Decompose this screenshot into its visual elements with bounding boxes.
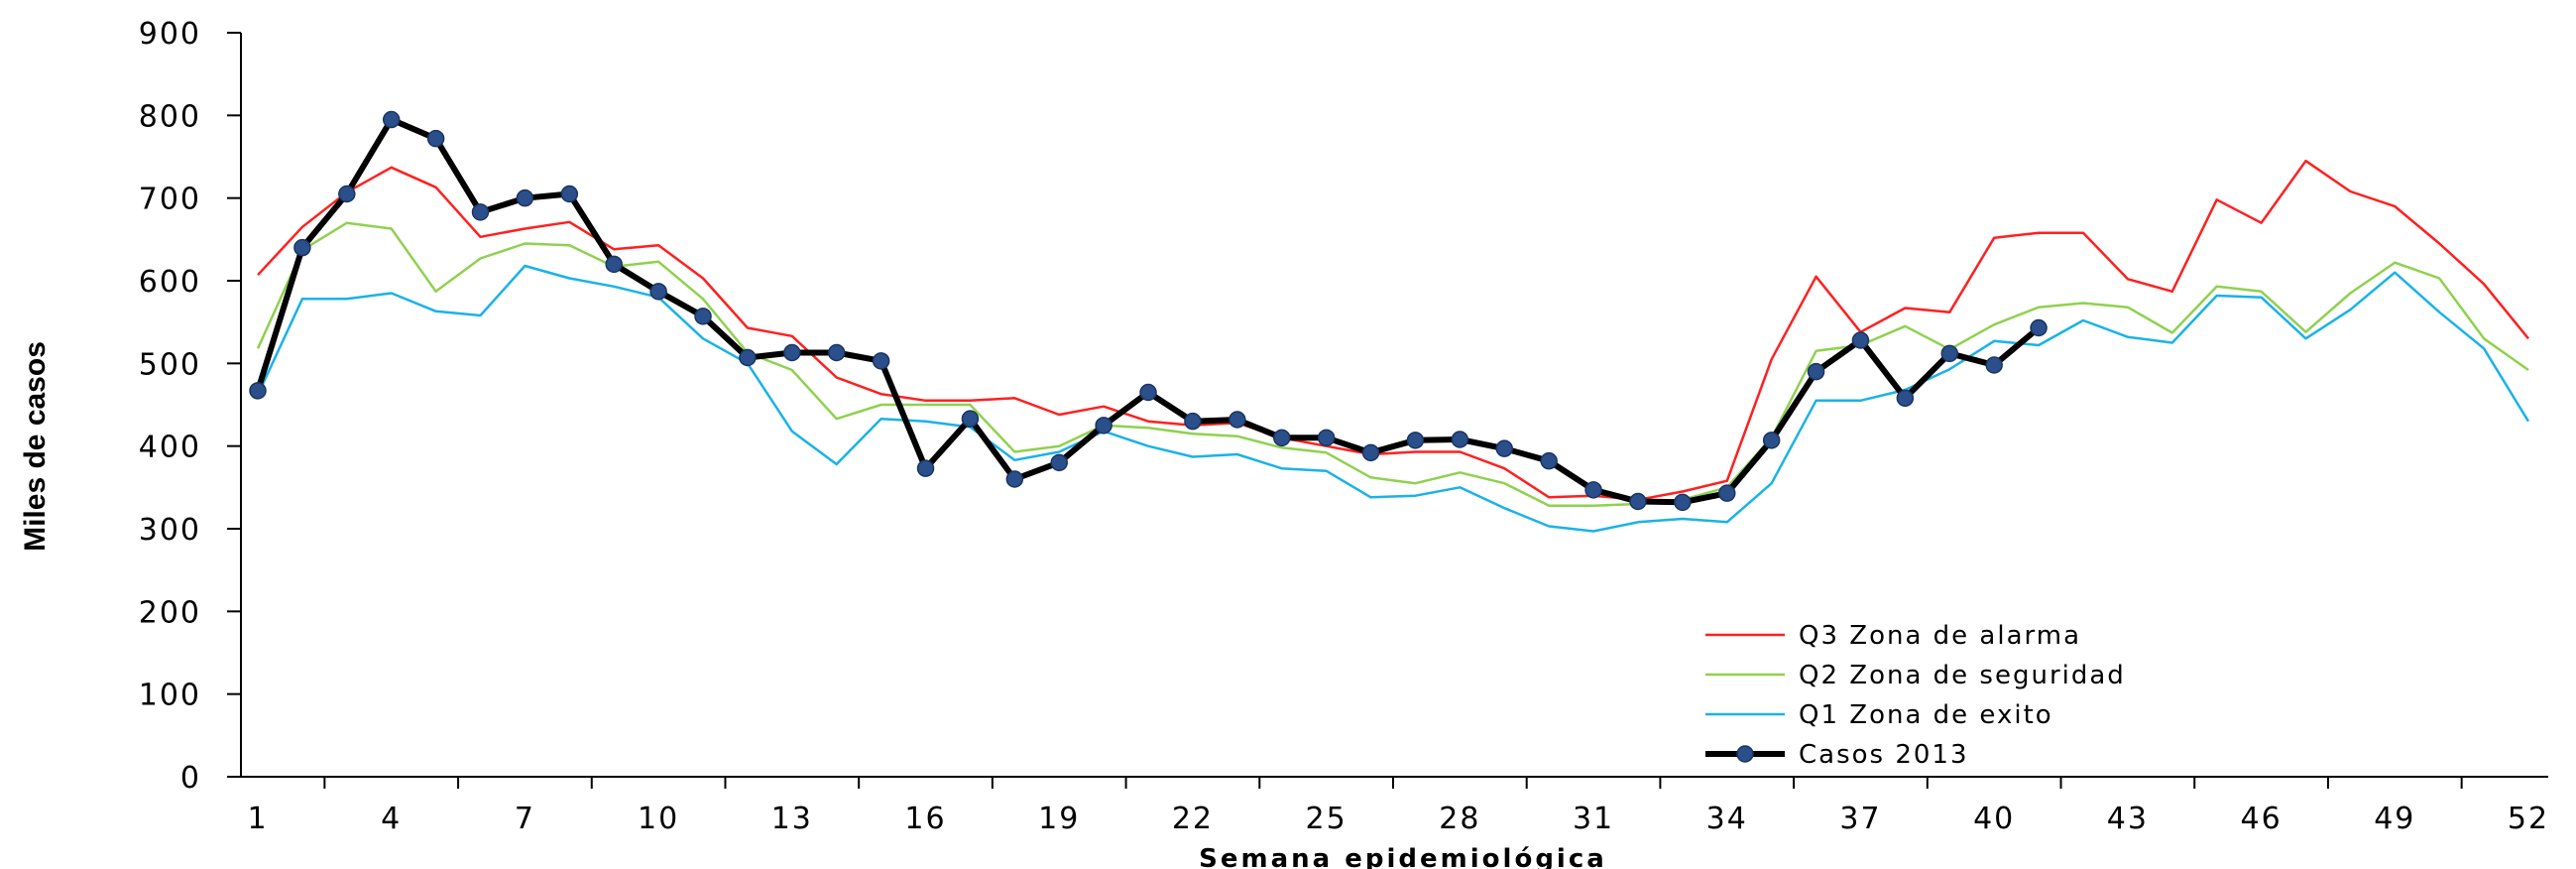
series-lines [249, 110, 2530, 533]
legend-label: Q3 Zona de alarma [1799, 621, 2081, 651]
data-point [694, 308, 712, 325]
x-tick-label: 46 [2240, 802, 2282, 836]
data-point [1451, 431, 1469, 448]
series-line-2 [256, 221, 2529, 507]
y-axis-ticks: 0 100 200 300 400 500 600 700 800 900 [139, 17, 241, 796]
x-tick-label: 22 [1172, 802, 1214, 836]
x-tick-label: 4 [381, 802, 402, 836]
data-point [1184, 412, 1202, 431]
x-tick-label: 10 [638, 802, 679, 836]
data-point [1674, 493, 1692, 512]
x-tick-label: 16 [904, 802, 946, 836]
data-point [1050, 453, 1068, 472]
data-point [382, 110, 401, 129]
y-tick-label: 0 [180, 761, 201, 796]
x-tick-label: 1 [247, 802, 268, 836]
data-point [1584, 481, 1602, 499]
y-tick-label: 100 [139, 679, 201, 713]
y-tick-label: 900 [139, 17, 201, 52]
data-point [1540, 451, 1558, 470]
y-tick-label: 500 [139, 347, 201, 382]
x-tick-label: 31 [1573, 802, 1614, 836]
x-tick-label: 49 [2374, 802, 2415, 836]
x-tick-label: 13 [771, 802, 813, 836]
x-tick-label: 19 [1038, 802, 1080, 836]
legend-label: Q2 Zona de seguridad [1799, 661, 2126, 690]
x-tick-label: 25 [1306, 802, 1347, 836]
data-point [872, 352, 890, 370]
data-point [1629, 492, 1647, 511]
data-point [961, 410, 980, 428]
axes [240, 33, 2548, 778]
data-point [426, 129, 445, 148]
x-tick-label: 40 [1973, 802, 2015, 836]
data-point [1406, 432, 1425, 449]
legend: Q3 Zona de alarma Q2 Zona de seguridad Q1 … [1705, 621, 2126, 770]
data-point [249, 382, 267, 400]
y-tick-label: 200 [139, 595, 201, 630]
data-point [1896, 389, 1915, 408]
data-point [1361, 443, 1380, 462]
x-tick-label: 37 [1839, 802, 1881, 836]
data-point [783, 343, 801, 362]
x-axis-ticks: 1 4 7 10 13 16 19 22 25 28 31 34 37 40 43 46 49 52 [247, 777, 2549, 836]
data-point [916, 459, 935, 477]
data-point [1762, 432, 1781, 449]
x-tick-label: 34 [1706, 802, 1748, 836]
x-tick-label: 7 [515, 802, 535, 836]
x-axis-label: Semana epidemiológica [1199, 844, 1607, 869]
data-point [739, 348, 757, 367]
data-point [1139, 383, 1157, 402]
x-tick-label: 28 [1439, 802, 1480, 836]
data-point [1940, 344, 1959, 363]
x-tick-label: 43 [2107, 802, 2149, 836]
data-point [1272, 429, 1291, 447]
y-tick-label: 400 [139, 431, 201, 465]
data-point [516, 188, 534, 207]
data-point [471, 203, 490, 221]
data-point [1095, 417, 1112, 434]
data-point [1718, 484, 1736, 502]
series-line-3 [256, 264, 2530, 533]
data-point [1851, 331, 1870, 349]
data-point [338, 185, 356, 203]
data-point [2030, 318, 2048, 337]
y-tick-label: 600 [139, 265, 201, 300]
data-point [1495, 439, 1514, 457]
data-point [560, 185, 579, 203]
data-point [1005, 470, 1024, 488]
data-point [1985, 356, 2003, 374]
series-line-1 [257, 159, 2529, 502]
data-point [827, 343, 846, 362]
data-point [649, 283, 667, 301]
data-point [293, 238, 311, 257]
data-point [1229, 411, 1246, 429]
y-axis-label: Miles de casos [19, 341, 52, 552]
legend-label: Q1 Zona de exito [1799, 700, 2053, 730]
data-point [1317, 429, 1336, 447]
data-point [605, 255, 623, 274]
legend-marker [1736, 745, 1754, 763]
y-tick-label: 300 [139, 513, 201, 548]
y-tick-label: 700 [139, 183, 201, 217]
y-tick-label: 800 [139, 99, 201, 134]
x-tick-label: 52 [2508, 802, 2549, 836]
legend-label: Casos 2013 [1799, 740, 1969, 770]
data-point [1807, 362, 1825, 381]
